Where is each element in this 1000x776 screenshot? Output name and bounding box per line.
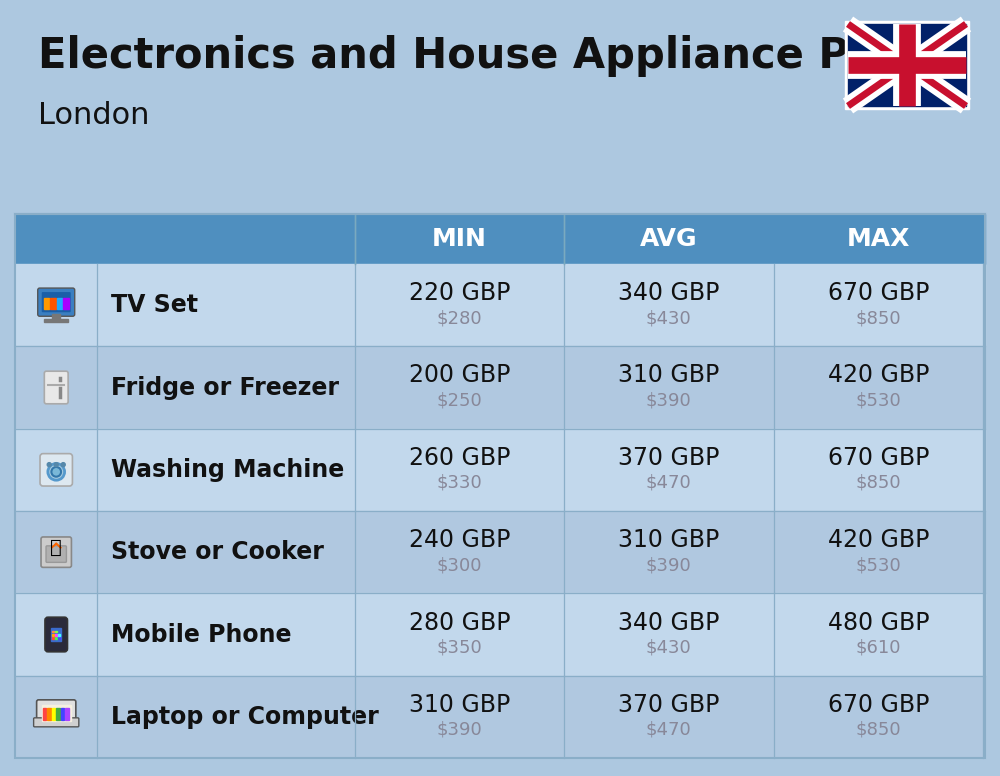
- Bar: [65, 708, 69, 720]
- Text: $430: $430: [646, 309, 692, 327]
- Text: 260 GBP: 260 GBP: [409, 446, 510, 469]
- Bar: [15, 676, 985, 758]
- Text: 310 GBP: 310 GBP: [618, 363, 719, 387]
- Bar: [15, 594, 985, 676]
- Bar: [15, 214, 985, 264]
- Bar: [61, 708, 64, 720]
- Text: Stove or Cooker: Stove or Cooker: [111, 540, 324, 564]
- FancyBboxPatch shape: [40, 454, 72, 486]
- Text: 670 GBP: 670 GBP: [828, 281, 929, 305]
- Bar: [15, 264, 985, 346]
- Text: MIN: MIN: [432, 227, 487, 251]
- Bar: [50, 299, 56, 310]
- FancyBboxPatch shape: [34, 718, 79, 727]
- Text: $470: $470: [646, 721, 692, 739]
- Bar: [52, 708, 55, 720]
- Text: 240 GBP: 240 GBP: [409, 528, 510, 553]
- Text: Washing Machine: Washing Machine: [111, 458, 345, 482]
- FancyBboxPatch shape: [38, 288, 75, 317]
- Text: 370 GBP: 370 GBP: [618, 446, 719, 469]
- Bar: [55, 631, 57, 632]
- Text: 220 GBP: 220 GBP: [409, 281, 510, 305]
- Text: London: London: [38, 102, 150, 130]
- Text: $850: $850: [855, 721, 901, 739]
- Text: Mobile Phone: Mobile Phone: [111, 622, 292, 646]
- Circle shape: [48, 463, 65, 480]
- FancyBboxPatch shape: [44, 371, 68, 404]
- Text: $280: $280: [436, 309, 482, 327]
- Circle shape: [61, 462, 65, 466]
- Circle shape: [51, 467, 61, 476]
- Text: $250: $250: [436, 392, 482, 410]
- Text: $530: $530: [855, 392, 901, 410]
- Text: 480 GBP: 480 GBP: [828, 611, 929, 635]
- Text: TV Set: TV Set: [111, 293, 198, 317]
- Bar: [15, 511, 985, 594]
- Text: 420 GBP: 420 GBP: [828, 363, 929, 387]
- Bar: [47, 708, 51, 720]
- FancyBboxPatch shape: [41, 537, 71, 567]
- Text: 340 GBP: 340 GBP: [618, 281, 719, 305]
- Text: Electronics and House Appliance Prices: Electronics and House Appliance Prices: [38, 35, 961, 77]
- Bar: [44, 319, 68, 322]
- Text: $530: $530: [855, 556, 901, 574]
- Bar: [56, 708, 60, 720]
- Text: Laptop or Computer: Laptop or Computer: [111, 705, 379, 729]
- Bar: [55, 637, 57, 639]
- Text: $330: $330: [436, 474, 482, 492]
- Circle shape: [54, 462, 58, 466]
- Bar: [58, 637, 60, 639]
- Bar: [52, 631, 54, 632]
- Bar: [15, 428, 985, 511]
- Text: 670 GBP: 670 GBP: [828, 446, 929, 469]
- Bar: [15, 346, 985, 428]
- Polygon shape: [51, 543, 61, 548]
- Text: $390: $390: [646, 556, 692, 574]
- Text: 310 GBP: 310 GBP: [409, 693, 510, 717]
- Text: $610: $610: [856, 639, 901, 656]
- Text: AVG: AVG: [640, 227, 698, 251]
- FancyBboxPatch shape: [45, 617, 67, 652]
- Text: $390: $390: [646, 392, 692, 410]
- Bar: [63, 299, 69, 310]
- Text: 280 GBP: 280 GBP: [409, 611, 510, 635]
- Bar: [848, 24, 966, 106]
- Text: 420 GBP: 420 GBP: [828, 528, 929, 553]
- Bar: [42, 705, 71, 721]
- Text: 670 GBP: 670 GBP: [828, 693, 929, 717]
- Bar: [52, 637, 54, 639]
- Bar: [15, 214, 985, 758]
- Bar: [58, 634, 60, 636]
- Bar: [55, 634, 57, 636]
- Text: $850: $850: [855, 309, 901, 327]
- Bar: [44, 299, 49, 310]
- FancyBboxPatch shape: [46, 546, 66, 563]
- FancyBboxPatch shape: [37, 700, 76, 726]
- Text: $300: $300: [437, 556, 482, 574]
- Text: $430: $430: [646, 639, 692, 656]
- Text: MAX: MAX: [847, 227, 910, 251]
- Bar: [0, 0, 1000, 206]
- Bar: [51, 629, 61, 641]
- Text: 200 GBP: 200 GBP: [409, 363, 510, 387]
- Text: $350: $350: [436, 639, 482, 656]
- Text: 310 GBP: 310 GBP: [618, 528, 719, 553]
- Bar: [52, 634, 54, 636]
- Text: $850: $850: [855, 474, 901, 492]
- Bar: [845, 21, 969, 109]
- Text: 🔥: 🔥: [50, 538, 62, 556]
- Bar: [57, 299, 62, 310]
- Bar: [43, 708, 46, 720]
- Text: 340 GBP: 340 GBP: [618, 611, 719, 635]
- Text: $390: $390: [436, 721, 482, 739]
- FancyBboxPatch shape: [42, 292, 71, 312]
- Text: 370 GBP: 370 GBP: [618, 693, 719, 717]
- Bar: [52, 314, 60, 320]
- Text: $470: $470: [646, 474, 692, 492]
- Text: Fridge or Freezer: Fridge or Freezer: [111, 376, 339, 400]
- Circle shape: [47, 462, 51, 466]
